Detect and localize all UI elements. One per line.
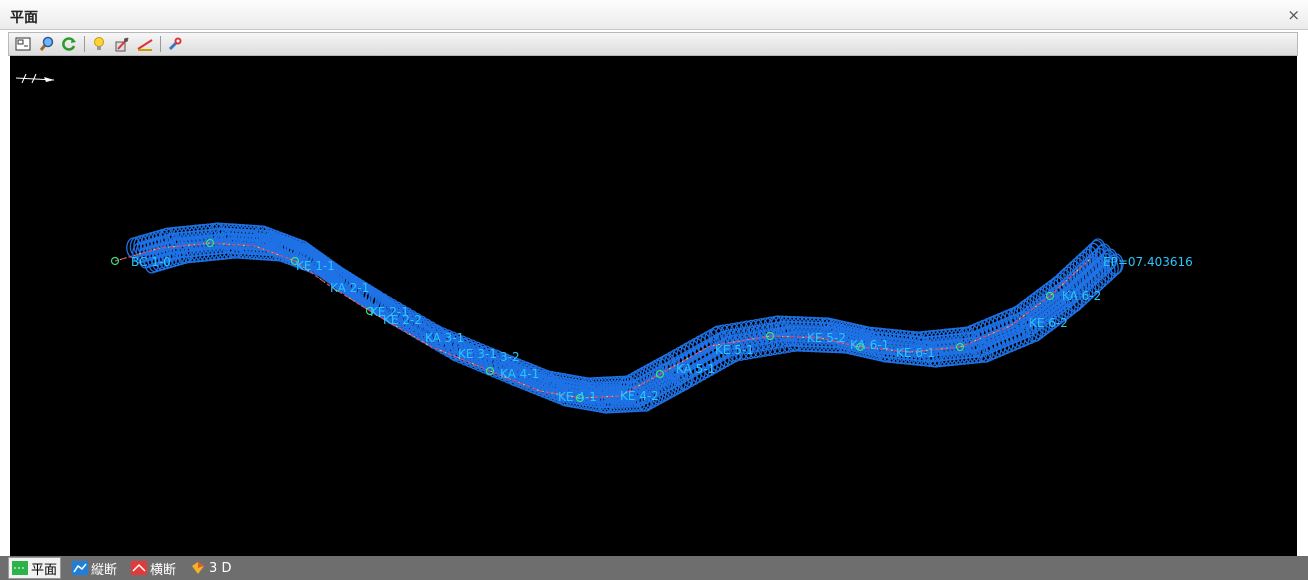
fit-view-icon[interactable] xyxy=(13,34,33,54)
profile-view-icon xyxy=(72,561,89,575)
station-marker xyxy=(955,342,965,352)
station-marker xyxy=(765,331,775,341)
corridor-ring xyxy=(1106,254,1123,277)
tab-3d[interactable]: 3 D xyxy=(187,558,234,578)
alignment-centerline xyxy=(110,238,1091,403)
plan-drawing[interactable]: BC 1-0 KE 1-1 KA 2-1 KE 2-1 KE 2-2 KA 3-… xyxy=(10,56,1297,556)
toolbar-separator xyxy=(160,36,161,52)
alignment-label: BC 1-0 xyxy=(131,255,171,269)
alignment-label: KA 3-1 xyxy=(425,331,464,345)
alignment-label: KA 6-1 xyxy=(850,338,889,352)
alignment-label: KE 2-2 xyxy=(383,313,422,327)
cross-section-icon xyxy=(131,561,148,575)
alignment-label: KE 6-2 xyxy=(1029,316,1068,330)
lightbulb-icon[interactable] xyxy=(89,34,109,54)
window-title: 平面 xyxy=(10,10,38,26)
tab-cross-section-label: 横断 xyxy=(150,562,177,578)
alignment-label: KE 4-1 xyxy=(558,390,597,404)
alignment-label: KA 2-1 xyxy=(330,281,369,295)
measure-ruler-icon[interactable] xyxy=(135,34,155,54)
settings-tool-icon[interactable] xyxy=(112,34,132,54)
alignment-label: 3-2 xyxy=(500,350,520,364)
station-marker xyxy=(655,369,665,379)
tab-profile-label: 縦断 xyxy=(91,562,118,578)
station-marker xyxy=(575,393,585,403)
station-marker xyxy=(1045,291,1055,301)
tab-cross-section[interactable]: 横断 xyxy=(128,558,179,578)
centerline-path xyxy=(114,242,1091,399)
alignment-label: EP=07.403616 xyxy=(1103,255,1193,269)
north-arrow xyxy=(15,73,55,84)
view-tab-bar: 平面 縦断 横断 3 D xyxy=(0,556,1308,580)
tab-profile[interactable]: 縦断 xyxy=(69,558,120,578)
alignment-label: KE 5-2 xyxy=(807,331,846,345)
alignment-label: KE 2-1 xyxy=(370,305,409,319)
tab-plan-label: 平面 xyxy=(31,562,58,578)
close-icon[interactable]: × xyxy=(1287,6,1300,24)
alignment-label: KA 5-1 xyxy=(676,362,715,376)
plan-view-icon xyxy=(12,561,28,575)
alignment-label: KE 4-2 xyxy=(620,389,659,403)
alignment-label: KE 3-1 xyxy=(458,347,497,361)
refresh-icon[interactable] xyxy=(59,34,79,54)
alignment-labels: BC 1-0 KE 1-1 KA 2-1 KE 2-1 KE 2-2 KA 3-… xyxy=(131,255,1193,404)
station-marker xyxy=(485,366,495,376)
guide-line xyxy=(114,242,1091,399)
road-corridor-band xyxy=(126,222,1124,414)
3d-view-icon xyxy=(190,561,206,575)
alignment-guide-lines xyxy=(114,242,1091,399)
plan-canvas[interactable]: BC 1-0 KE 1-1 KA 2-1 KE 2-1 KE 2-2 KA 3-… xyxy=(10,56,1297,556)
toolbar xyxy=(8,32,1298,56)
tab-3d-label: 3 D xyxy=(209,560,232,576)
alignment-label: KE 1-1 xyxy=(296,259,335,273)
window-titlebar: 平面 × xyxy=(0,0,1308,30)
alignment-label: KE 6-1 xyxy=(896,346,935,360)
alignment-label: KA 4-1 xyxy=(500,367,539,381)
corridor-ring xyxy=(1108,253,1124,275)
station-marker xyxy=(205,238,215,248)
toolbar-separator xyxy=(84,36,85,52)
zoom-magnifier-icon[interactable] xyxy=(36,34,56,54)
tools-wrench-icon[interactable] xyxy=(165,34,185,54)
alignment-label: KA 6-2 xyxy=(1062,289,1101,303)
alignment-label: KE 5-1 xyxy=(715,343,754,357)
station-marker xyxy=(110,256,120,266)
station-marker xyxy=(290,256,300,266)
station-marker xyxy=(855,342,865,352)
tab-plan[interactable]: 平面 xyxy=(8,557,62,579)
station-marker xyxy=(365,306,375,316)
